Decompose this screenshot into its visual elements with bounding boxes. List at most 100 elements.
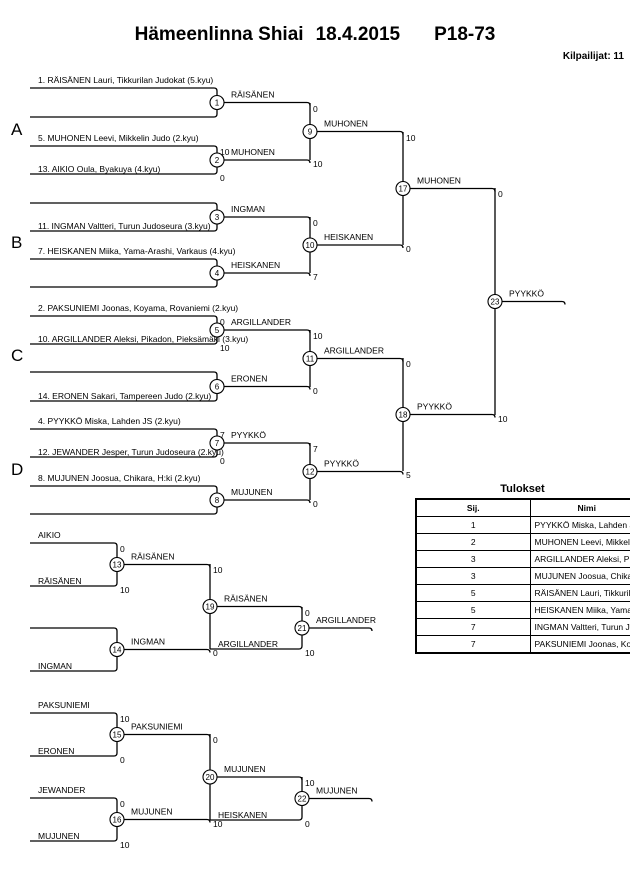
result-name: MUHONEN Leevi, Mikkelin Judo bbox=[529, 533, 630, 551]
winner-line bbox=[117, 648, 211, 653]
entry-line-top bbox=[30, 712, 118, 717]
match-number-circle bbox=[302, 237, 318, 253]
result-rank: 2 bbox=[415, 533, 531, 551]
score-top: 10 bbox=[220, 147, 230, 157]
match-number: 2 bbox=[215, 156, 220, 165]
competitor-label-bottom: HEISKANEN bbox=[218, 810, 267, 820]
result-rank: 5 bbox=[415, 601, 531, 619]
entry-line-top bbox=[30, 258, 218, 263]
entry-line-top bbox=[30, 485, 218, 490]
winner-line bbox=[217, 159, 311, 164]
competitor-label-top: 8. MUJUNEN Joosua, Chikara, H:ki (2.kyu) bbox=[38, 473, 201, 483]
entry-line-top bbox=[30, 428, 218, 433]
match-number: 14 bbox=[113, 646, 122, 655]
score-bottom: 0 bbox=[406, 244, 411, 254]
match-number-circle bbox=[294, 620, 310, 636]
page-title: Hämeenlinna Shiai 18.4.2015 P18-73 bbox=[0, 24, 630, 46]
competitor-label-bottom: RÄISÄNEN bbox=[38, 576, 81, 586]
score-bottom: 10 bbox=[220, 343, 230, 353]
entry-line-bottom bbox=[30, 170, 218, 175]
col-rank: Sij. bbox=[415, 498, 531, 517]
entry-line-bottom bbox=[30, 510, 218, 515]
competitor-label-bottom: INGMAN bbox=[38, 661, 72, 671]
winner-line bbox=[217, 101, 311, 106]
match-number-circle bbox=[294, 790, 310, 807]
match-number-circle bbox=[209, 209, 225, 225]
pool-label-a: A bbox=[11, 120, 23, 139]
event-date: 18.4.2015 bbox=[315, 24, 401, 45]
score-top: 0 bbox=[120, 799, 125, 809]
winner-name: MUJUNEN bbox=[224, 764, 266, 774]
match-number: 11 bbox=[306, 355, 315, 364]
match-number: 19 bbox=[206, 603, 215, 612]
result-name: INGMAN Valtteri, Turun Judoseura bbox=[529, 618, 630, 636]
score-top: 7 bbox=[313, 444, 318, 454]
winner-name: RÄISÄNEN bbox=[224, 594, 267, 604]
result-name: PYYKKÖ Miska, Lahden JS bbox=[529, 516, 630, 534]
score-bottom: 0 bbox=[313, 386, 318, 396]
winner-line bbox=[117, 563, 211, 568]
score-bottom: 0 bbox=[220, 173, 225, 183]
score-top: 0 bbox=[213, 735, 218, 745]
winner-line bbox=[217, 385, 311, 390]
score-top: 0 bbox=[406, 359, 411, 369]
match-number: 9 bbox=[308, 128, 313, 137]
entry-line-bottom bbox=[30, 453, 218, 458]
competitor-label-top: 4. PYYKKÖ Miska, Lahden JS (2.kyu) bbox=[38, 416, 181, 426]
winner-name: HEISKANEN bbox=[231, 260, 280, 270]
match-number-circle bbox=[109, 556, 125, 573]
score-bottom: 0 bbox=[313, 499, 318, 509]
result-name: MUJUNEN Joosua, Chikara, H:ki bbox=[529, 567, 630, 585]
score-bottom: 10 bbox=[313, 159, 323, 169]
winner-name: ARGILLANDER bbox=[316, 615, 376, 625]
score-bottom: 5 bbox=[406, 470, 411, 480]
competitor-label-bottom: 10. ARGILLANDER Aleksi, Pikadon, Pieksäm… bbox=[38, 334, 248, 344]
score-top: 0 bbox=[313, 218, 318, 228]
event-name: Hämeenlinna Shiai bbox=[134, 24, 304, 45]
match-number: 4 bbox=[215, 269, 220, 278]
result-rank: 7 bbox=[415, 635, 531, 654]
match-number: 3 bbox=[215, 213, 220, 222]
winner-line bbox=[302, 627, 373, 632]
competitor-label-bottom: 11. INGMAN Valtteri, Turun Judoseura (3.… bbox=[38, 221, 211, 231]
entry-line-bottom bbox=[210, 816, 303, 821]
col-name: Nimi bbox=[529, 498, 630, 517]
score-bottom: 0 bbox=[120, 755, 125, 765]
competitor-label-top: 1. RÄISÄNEN Lauri, Tikkurilan Judokat (5… bbox=[38, 75, 213, 85]
entry-line-bottom bbox=[30, 113, 218, 118]
winner-name: PAKSUNIEMI bbox=[131, 722, 183, 732]
winner-name: PYYKKÖ bbox=[324, 459, 359, 469]
winner-line bbox=[403, 187, 496, 192]
match-number-circle bbox=[302, 463, 318, 480]
score-bottom: 10 bbox=[213, 819, 223, 829]
score-bottom: 0 bbox=[213, 648, 218, 658]
score-top: 10 bbox=[120, 714, 130, 724]
match-number: 10 bbox=[306, 241, 315, 250]
winner-line bbox=[217, 499, 311, 504]
entry-line-bottom bbox=[30, 667, 118, 672]
score-top: 10 bbox=[313, 331, 323, 341]
winner-line bbox=[403, 413, 496, 418]
score-bottom: 0 bbox=[305, 819, 310, 829]
winner-name: MUHONEN bbox=[324, 119, 368, 129]
winner-line bbox=[217, 216, 311, 221]
category: P18-73 bbox=[434, 24, 496, 45]
entry-line-bottom bbox=[30, 582, 118, 587]
winner-name: RÄISÄNEN bbox=[131, 552, 174, 562]
match-number: 20 bbox=[206, 773, 215, 782]
result-name: PAKSUNIEMI Joonas, Koyama, Rovaniemi bbox=[529, 635, 630, 654]
competitor-count: Kilpailijat: 11 bbox=[562, 51, 624, 62]
entry-line-bottom bbox=[30, 340, 218, 345]
score-bottom: 10 bbox=[120, 585, 130, 595]
match-number-circle bbox=[395, 180, 411, 197]
winner-line bbox=[495, 300, 566, 305]
score-bottom: 10 bbox=[498, 414, 508, 424]
entry-line-top bbox=[30, 202, 218, 207]
winner-name: PYYKKÖ bbox=[417, 402, 452, 412]
match-number-circle bbox=[209, 94, 225, 111]
result-name: HEISKANEN Miika, Yama-Arashi, Varkaus bbox=[529, 601, 630, 619]
